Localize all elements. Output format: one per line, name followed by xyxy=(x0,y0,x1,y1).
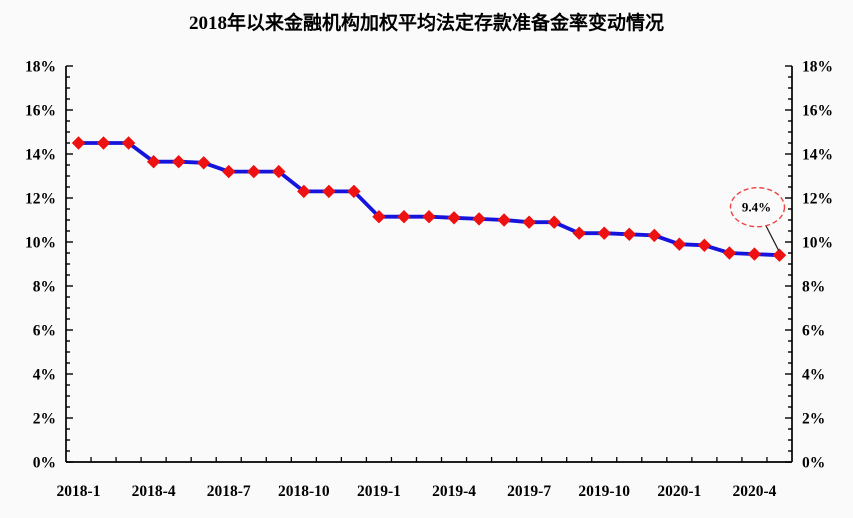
x-tick-label-2019-10: 2019-10 xyxy=(578,483,630,500)
x-tick-label-2020-1: 2020-1 xyxy=(657,483,701,500)
y-tick-label-left-6: 6% xyxy=(33,323,56,340)
data-point-marker-2019-7 xyxy=(522,215,536,229)
y-tick-label-right-10: 10% xyxy=(802,235,833,252)
data-point-marker-2018-10 xyxy=(297,184,311,199)
data-point-marker-2018-2 xyxy=(96,136,111,150)
y-tick-label-right-18: 18% xyxy=(802,59,833,76)
data-point-marker-2018-7 xyxy=(222,164,236,179)
y-tick-label-left-8: 8% xyxy=(33,279,56,296)
annotation-connector-line xyxy=(765,225,780,251)
data-point-marker-2019-4 xyxy=(447,211,461,225)
annotation-label: 9.4% xyxy=(742,200,771,215)
x-tick-label-2020-4: 2020-4 xyxy=(732,483,776,500)
data-point-marker-2018-1 xyxy=(71,136,86,150)
data-point-marker-2019-8 xyxy=(547,215,561,229)
x-tick-label-2019-4: 2019-4 xyxy=(432,483,476,500)
y-tick-label-right-12: 12% xyxy=(802,191,833,208)
data-point-marker-2019-6 xyxy=(497,213,511,227)
y-tick-label-right-8: 8% xyxy=(802,279,825,296)
y-tick-label-right-6: 6% xyxy=(802,323,825,340)
y-tick-label-right-14: 14% xyxy=(802,147,833,164)
data-point-marker-2018-5 xyxy=(171,154,186,169)
data-point-marker-2018-4 xyxy=(146,154,161,169)
data-point-marker-2018-12 xyxy=(347,184,361,199)
data-point-marker-2018-8 xyxy=(247,164,261,179)
x-tick-label-2019-1: 2019-1 xyxy=(357,483,401,500)
x-tick-label-2018-7: 2018-7 xyxy=(207,483,251,500)
y-tick-label-left-2: 2% xyxy=(33,411,56,428)
data-point-marker-2019-10 xyxy=(597,226,611,240)
data-point-marker-2020-4 xyxy=(747,247,762,261)
y-tick-label-left-14: 14% xyxy=(25,147,56,164)
x-tick-label-2019-7: 2019-7 xyxy=(507,483,551,500)
x-tick-label-2018-1: 2018-1 xyxy=(57,483,101,500)
annotation-ellipse xyxy=(729,186,786,228)
x-tick-label-2018-10: 2018-10 xyxy=(278,483,330,500)
data-point-marker-2019-2 xyxy=(397,209,411,224)
data-point-marker-2018-6 xyxy=(196,156,211,170)
y-tick-label-left-4: 4% xyxy=(33,367,56,384)
y-tick-label-right-2: 2% xyxy=(802,411,825,428)
y-tick-label-left-12: 12% xyxy=(25,191,56,208)
y-tick-label-right-0: 0% xyxy=(802,455,825,472)
data-point-marker-2020-1 xyxy=(672,237,687,251)
data-point-marker-2018-9 xyxy=(272,164,286,179)
data-point-marker-2020-3 xyxy=(722,246,737,260)
data-point-marker-2018-11 xyxy=(322,184,336,199)
data-point-marker-2019-3 xyxy=(422,209,436,224)
data-point-marker-2019-9 xyxy=(572,226,586,240)
chart-title: 2018年以来金融机构加权平均法定存款准备金率变动情况 xyxy=(188,13,664,34)
data-point-marker-2019-1 xyxy=(372,209,386,224)
y-tick-label-left-16: 16% xyxy=(25,103,56,120)
data-point-marker-2018-3 xyxy=(121,136,136,150)
data-point-marker-2019-11 xyxy=(622,227,636,242)
y-tick-label-left-10: 10% xyxy=(25,235,56,252)
series-line xyxy=(76,141,782,258)
x-tick-label-2018-4: 2018-4 xyxy=(132,483,176,500)
data-point-marker-2020-5 xyxy=(772,248,787,262)
y-tick-label-right-16: 16% xyxy=(802,103,833,120)
y-tick-label-right-4: 4% xyxy=(802,367,825,384)
data-point-marker-2019-12 xyxy=(647,228,662,243)
data-point-marker-2020-2 xyxy=(697,238,712,253)
y-tick-label-left-18: 18% xyxy=(25,59,56,76)
data-point-marker-2019-5 xyxy=(472,212,486,226)
y-tick-label-left-0: 0% xyxy=(33,455,56,472)
